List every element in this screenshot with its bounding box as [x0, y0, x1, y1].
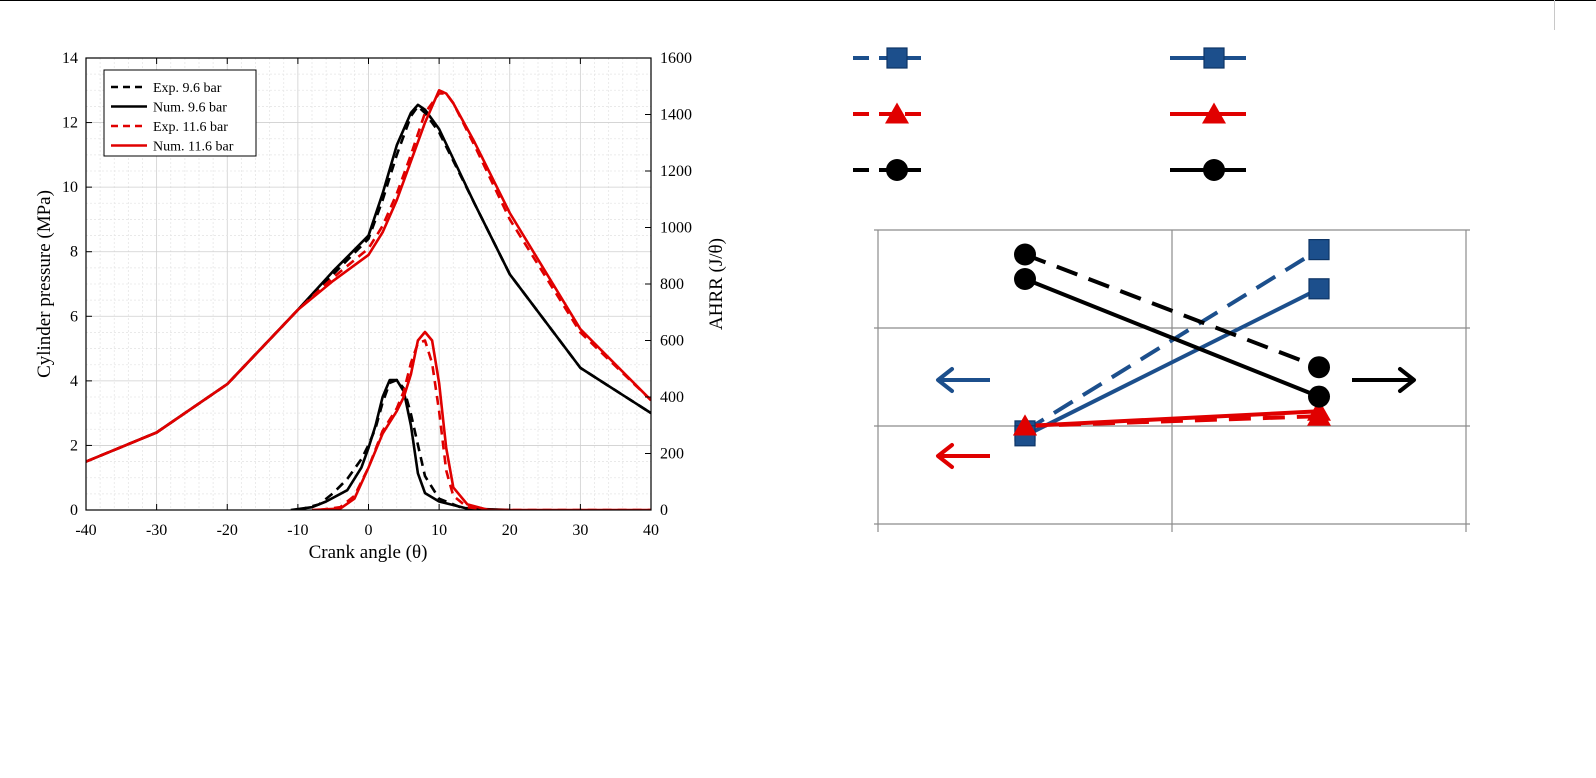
trend-point-square	[1308, 278, 1330, 300]
x-tick-label: 40	[643, 522, 659, 539]
y-right-axis-title: AHRR (J/θ)	[706, 238, 727, 330]
legend-label: Num. 9.6 bar	[153, 101, 227, 116]
x-tick-labels: -40 -30 -20 -10 0 10 20 30 40	[75, 522, 659, 539]
x-tick-label: 30	[572, 522, 588, 539]
x-tick-label: 20	[502, 522, 518, 539]
pressure-chart-legend: Exp. 9.6 bar Num. 9.6 bar Exp. 11.6 bar Num…	[103, 69, 257, 157]
legend-label: Num. 11.6 bar	[153, 140, 234, 155]
y-left-tick-label: 4	[70, 373, 78, 390]
legend-label: Exp. 11.6 bar	[153, 120, 228, 135]
trend-chart-grid	[874, 229, 1470, 532]
top-border	[0, 0, 1596, 1]
y-left-tick-label: 6	[70, 308, 78, 325]
trend-legend-marker	[1203, 47, 1225, 69]
y-right-tick-label: 200	[660, 446, 684, 463]
trend-series-line	[1024, 409, 1320, 428]
y-left-tick-label: 2	[70, 437, 78, 454]
x-tick-label: 0	[365, 522, 373, 539]
x-tick-label: 10	[431, 522, 447, 539]
y-right-tick-label: 1200	[660, 163, 692, 180]
y-right-tick-label: 1000	[660, 220, 692, 237]
trend-chart-legend	[853, 47, 1246, 181]
trend-point-circle	[1308, 356, 1330, 379]
trend-legend-marker	[886, 159, 908, 181]
legend-label: Exp. 9.6 bar	[153, 81, 222, 96]
series-line-ahrr	[311, 330, 651, 510]
right-edge-line	[1554, 0, 1555, 30]
y-left-tick-label: 12	[62, 115, 78, 132]
series-line-pressure	[86, 89, 651, 463]
trend-legend-marker	[1202, 102, 1226, 124]
trend-point-circle	[1014, 268, 1036, 290]
trend-chart-arrows	[936, 367, 1416, 469]
y-left-tick-labels: 0 2 4 6 8 10 12 14	[62, 50, 78, 519]
series-line-ahrr	[290, 378, 510, 510]
trend-point-triangle	[1013, 414, 1037, 436]
y-right-tick-label: 600	[660, 333, 684, 350]
y-right-tick-labels: 0 200 400 600 800 1000 1200 1400 1600	[660, 50, 692, 519]
trend-series-line	[1024, 277, 1320, 399]
trend-legend-marker	[886, 47, 908, 69]
arrow-left-icon	[936, 367, 990, 393]
legend-box	[103, 69, 257, 157]
trend-point-triangle	[1307, 399, 1331, 421]
arrow-left-icon	[936, 443, 990, 469]
y-right-tick-label: 400	[660, 389, 684, 406]
trend-point-circle	[1308, 385, 1330, 408]
pressure-chart-ticks	[85, 57, 652, 511]
y-left-tick-label: 8	[70, 244, 78, 261]
y-right-tick-label: 800	[660, 276, 684, 293]
y-right-tick-label: 0	[660, 502, 668, 519]
x-tick-label: -10	[287, 522, 308, 539]
x-tick-label: -20	[217, 522, 238, 539]
trend-legend-marker	[1203, 159, 1225, 181]
y-left-tick-label: 14	[62, 50, 78, 67]
x-axis-title: Crank angle (θ)	[309, 542, 428, 563]
y-left-tick-label: 0	[70, 502, 78, 519]
pressure-chart-series	[86, 89, 651, 510]
trend-point-square	[1308, 239, 1330, 261]
trend-series-line	[1024, 287, 1320, 438]
trend-chart-series	[1013, 239, 1331, 447]
x-tick-label: -40	[75, 522, 96, 539]
trend-point-circle	[1014, 243, 1036, 266]
trend-legend-marker	[885, 102, 909, 124]
arrow-right-icon	[1352, 367, 1416, 393]
y-right-tick-label: 1400	[660, 107, 692, 124]
y-right-tick-label: 1600	[660, 50, 692, 67]
y-left-tick-label: 10	[62, 179, 78, 196]
y-left-axis-title: Cylinder pressure (MPa)	[34, 190, 55, 378]
trend-series-line	[1023, 247, 1321, 433]
x-tick-label: -30	[146, 522, 167, 539]
trend-series-line	[1024, 252, 1320, 370]
